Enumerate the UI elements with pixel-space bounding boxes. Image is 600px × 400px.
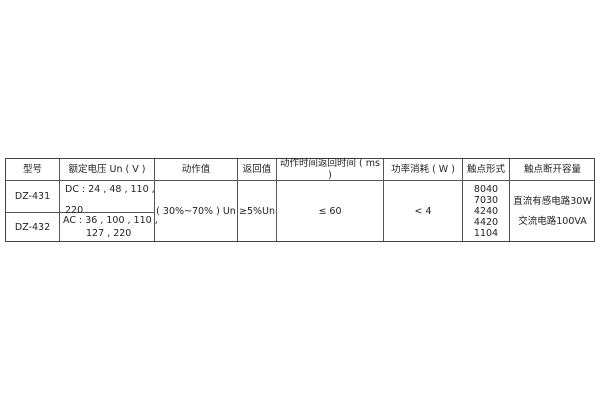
header-contact-form: 触点形式 — [466, 163, 505, 175]
return-value: ≥5%Un — [238, 205, 275, 217]
contact-forms: 8040 7030 4240 4420 1104 — [463, 181, 509, 242]
header-return-value: 返回值 — [242, 163, 272, 175]
contact-form: 7030 — [473, 195, 499, 206]
header-model: 型号 — [22, 163, 42, 175]
capacity-ac: 交流电路100VA — [518, 215, 587, 227]
voltage-ac-line2: 127 , 220 — [86, 228, 132, 239]
capacity: 直流有感电路30W 交流电路100VA — [510, 181, 595, 242]
contact-form: 4420 — [473, 217, 499, 228]
spec-table: 型号 额定电压 Un ( V ) 动作值 返回值 动作时间返回时间 ( ms )… — [5, 158, 595, 242]
model-dz432: DZ-432 — [14, 221, 51, 233]
voltage-dc-line2: 220 — [65, 205, 84, 216]
capacity-dc: 直流有感电路30W — [513, 195, 592, 207]
header-time: 动作时间返回时间 ( ms ) — [280, 157, 380, 181]
voltage-dc-line1: DC : 24 , 48 , 110 , — [65, 184, 155, 195]
header-operate-value: 动作值 — [181, 163, 211, 175]
header-power: 功率消耗 ( W ) — [391, 163, 455, 175]
power-value: < 4 — [414, 205, 432, 217]
time-value: ≤ 60 — [318, 205, 342, 217]
model-dz431: DZ-431 — [14, 190, 51, 202]
operate-value: ( 30%~70% ) Un — [156, 205, 236, 217]
header-capacity: 触点断开容量 — [523, 163, 581, 175]
contact-form: 4240 — [473, 206, 499, 217]
contact-form: 1104 — [473, 228, 499, 239]
header-rated-voltage: 额定电压 Un ( V ) — [68, 163, 146, 175]
contact-form: 8040 — [473, 184, 499, 195]
voltage-ac-line1: AC : 36 , 100 , 110 , — [63, 215, 158, 226]
